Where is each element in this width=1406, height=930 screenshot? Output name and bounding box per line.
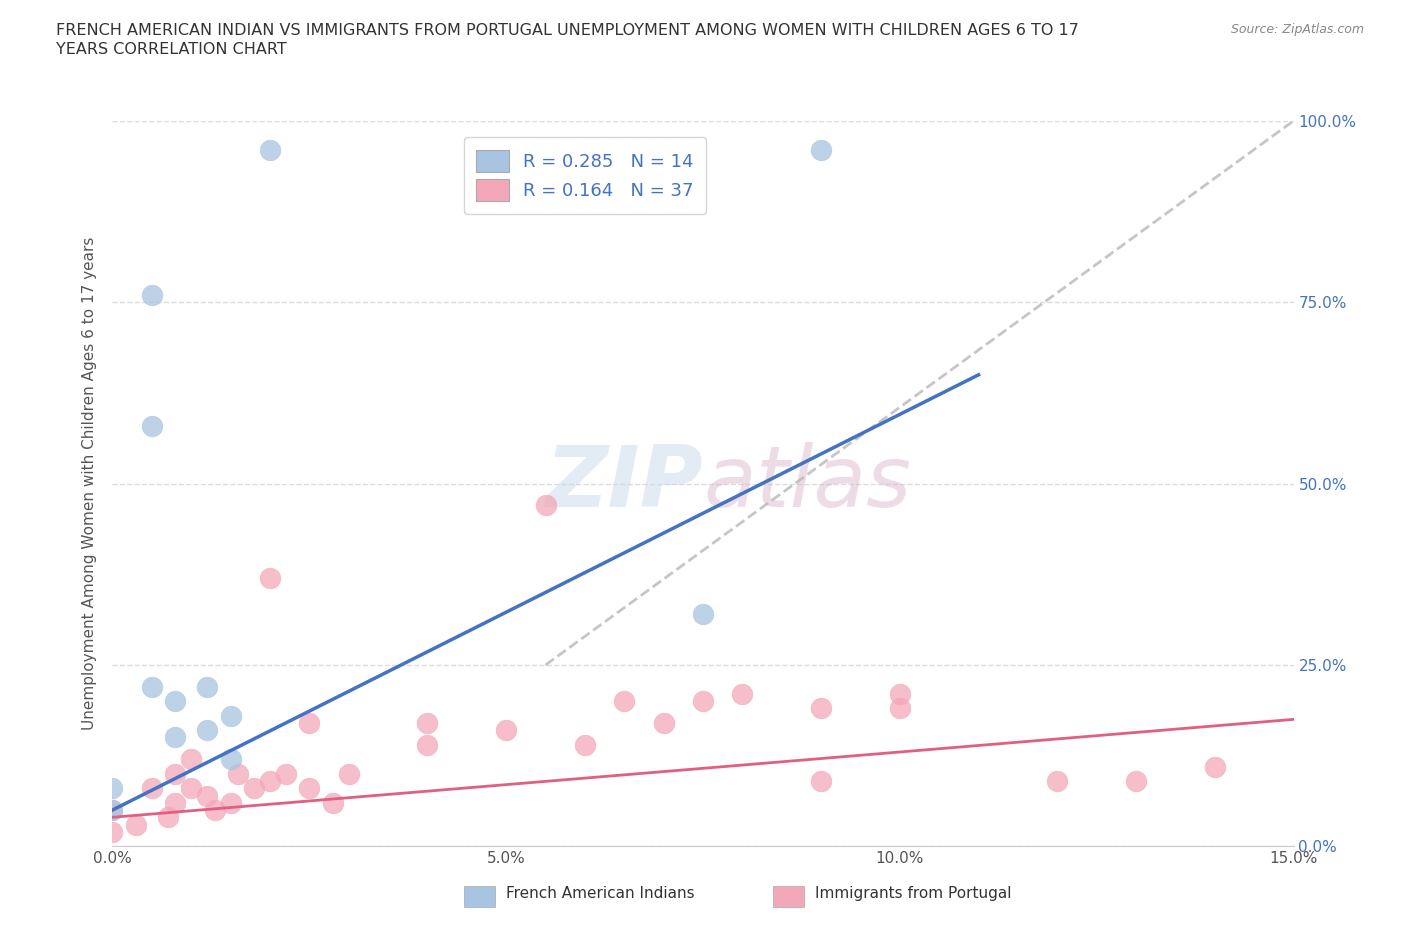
Point [889, 701, 911, 716]
Point [195, 723, 218, 737]
Point [219, 795, 242, 810]
Text: Immigrants from Portugal: Immigrants from Portugal [815, 886, 1012, 901]
Point [204, 803, 226, 817]
Text: French American Indians: French American Indians [506, 886, 695, 901]
Point [259, 570, 281, 585]
Point [195, 679, 218, 694]
Point [165, 766, 187, 781]
Point [298, 715, 321, 730]
Point [495, 723, 517, 737]
Point [101, 803, 124, 817]
Point [652, 715, 675, 730]
Point [416, 737, 439, 752]
Text: YEARS CORRELATION CHART: YEARS CORRELATION CHART [56, 42, 287, 57]
Point [156, 810, 179, 825]
Point [337, 766, 360, 781]
Point [692, 694, 714, 709]
Point [274, 766, 297, 781]
Point [1125, 774, 1147, 789]
Point [219, 751, 242, 766]
Point [1046, 774, 1069, 789]
Point [889, 686, 911, 701]
Y-axis label: Unemployment Among Women with Children Ages 6 to 17 years: Unemployment Among Women with Children A… [82, 237, 97, 730]
Point [101, 824, 124, 839]
Point [810, 142, 832, 157]
Point [141, 287, 163, 302]
Point [141, 418, 163, 433]
Point [259, 142, 281, 157]
Text: atlas: atlas [703, 442, 911, 525]
Point [574, 737, 596, 752]
Point [613, 694, 636, 709]
Point [259, 774, 281, 789]
Point [101, 803, 124, 817]
Point [195, 788, 218, 803]
Point [416, 715, 439, 730]
Text: ZIP: ZIP [546, 442, 703, 525]
Point [219, 709, 242, 724]
Point [322, 795, 344, 810]
Point [165, 795, 187, 810]
Point [101, 781, 124, 796]
Text: Source: ZipAtlas.com: Source: ZipAtlas.com [1230, 23, 1364, 36]
Point [180, 751, 202, 766]
Point [141, 679, 163, 694]
Point [1204, 759, 1226, 774]
Text: FRENCH AMERICAN INDIAN VS IMMIGRANTS FROM PORTUGAL UNEMPLOYMENT AMONG WOMEN WITH: FRENCH AMERICAN INDIAN VS IMMIGRANTS FRO… [56, 23, 1080, 38]
Point [810, 774, 832, 789]
Point [141, 781, 163, 796]
Point [243, 781, 266, 796]
Point [165, 694, 187, 709]
Point [125, 817, 148, 832]
Point [298, 781, 321, 796]
Point [228, 766, 250, 781]
Point [534, 498, 557, 512]
Point [810, 701, 832, 716]
Point [165, 730, 187, 745]
Point [180, 781, 202, 796]
Point [692, 606, 714, 621]
Point [731, 686, 754, 701]
Legend: R = 0.285   N = 14, R = 0.164   N = 37: R = 0.285 N = 14, R = 0.164 N = 37 [464, 138, 706, 214]
